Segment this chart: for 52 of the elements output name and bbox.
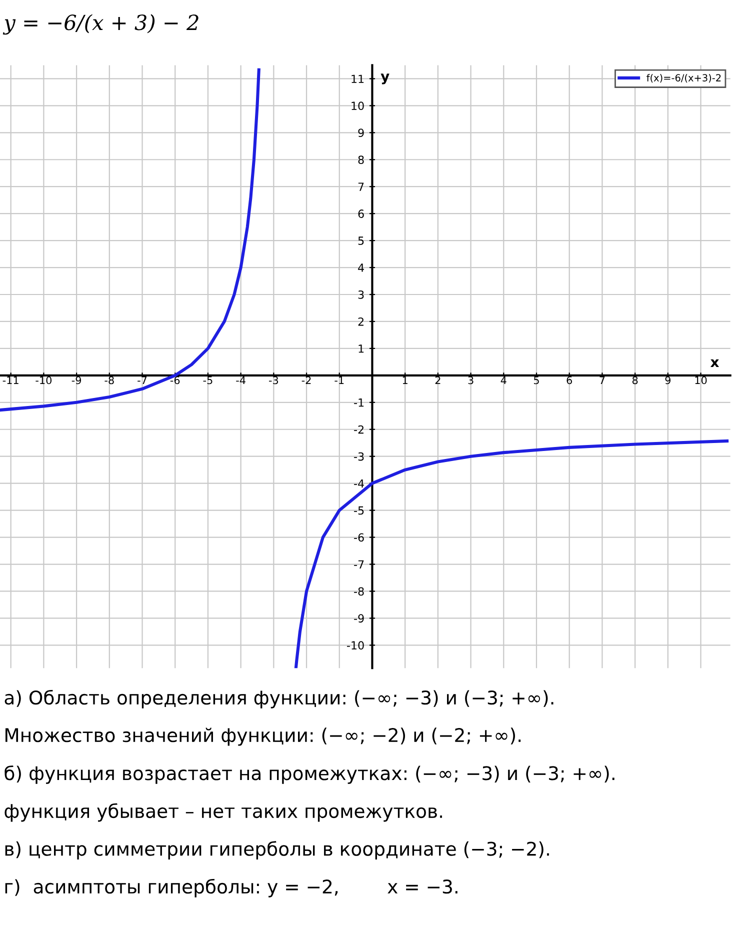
text: б) функция возрастает на промежутках: (−∞; −3) и (−3; +∞). <box>4 765 614 784</box>
y-tick-label: 8 <box>358 156 364 164</box>
text: функция убывает – нет таких промежутков. <box>4 803 442 822</box>
x-tick-label: -1 <box>334 376 344 384</box>
y-tick-label: 11 <box>352 74 364 83</box>
y-tick-label: -9 <box>354 614 364 623</box>
x-tick-label: 1 <box>402 376 408 384</box>
x-tick-label: -8 <box>104 376 114 384</box>
x-tick-label: 2 <box>435 376 440 384</box>
y-tick-label: -1 <box>354 398 364 407</box>
x-tick-label: -7 <box>138 376 147 384</box>
legend-label: f(x)=-6/(x+3)-2 <box>646 74 721 83</box>
x-tick-label: 7 <box>600 376 605 384</box>
y-axis-title: y <box>380 74 390 84</box>
y-tick-label: -10 <box>346 641 364 650</box>
x-tick-label: -6 <box>170 376 180 384</box>
x-tick-label: 8 <box>632 376 638 384</box>
x-tick-label: -9 <box>72 376 82 384</box>
x-tick-label: 4 <box>500 376 506 384</box>
x-axis-title: x <box>710 359 720 367</box>
text: а) Область определения функции: (−∞; −3) и (−3; +∞). <box>4 690 554 708</box>
y-tick-label: 2 <box>358 317 364 326</box>
x-tick-label: -3 <box>268 376 278 384</box>
y-tick-label: -8 <box>354 587 364 596</box>
y-tick-label: -7 <box>354 560 364 568</box>
chart-title: y = −6/(x + 3) − 2 <box>2 14 198 35</box>
x-tick-label: 10 <box>695 376 707 384</box>
x-tick-label: -2 <box>302 376 311 384</box>
text: г) асимптоты гиперболы: y = −2, x = −3. <box>5 878 458 898</box>
x-tick-label: -11 <box>2 376 18 384</box>
y-tick-label: 9 <box>358 128 364 138</box>
x-tick-label: 5 <box>534 376 539 384</box>
y-tick-label: 10 <box>352 102 364 110</box>
y-tick-label: 1 <box>358 344 364 353</box>
x-tick-label: 3 <box>468 376 474 384</box>
text: Множество значений функции: (−∞; −2) и (−2; +∞). <box>6 728 521 746</box>
x-tick-label: -4 <box>236 376 246 384</box>
y-tick-label: 7 <box>358 182 364 191</box>
x-tick-label: -10 <box>36 376 52 384</box>
y-tick-label: -6 <box>354 533 364 542</box>
x-tick-label: -5 <box>203 376 212 384</box>
x-tick-label: 6 <box>566 376 572 384</box>
text: в) центр симметрии гиперболы в координате (−3; −2). <box>5 841 549 860</box>
y-tick-label: -5 <box>354 506 364 515</box>
y-tick-label: 6 <box>358 210 364 218</box>
y-tick-label: -4 <box>354 479 364 488</box>
y-tick-label: -3 <box>354 452 364 461</box>
y-tick-label: 3 <box>358 290 364 299</box>
y-tick-label: -2 <box>354 425 364 434</box>
y-tick-label: 4 <box>358 264 364 272</box>
x-tick-label: 9 <box>665 376 670 384</box>
y-tick-label: 5 <box>358 236 364 245</box>
